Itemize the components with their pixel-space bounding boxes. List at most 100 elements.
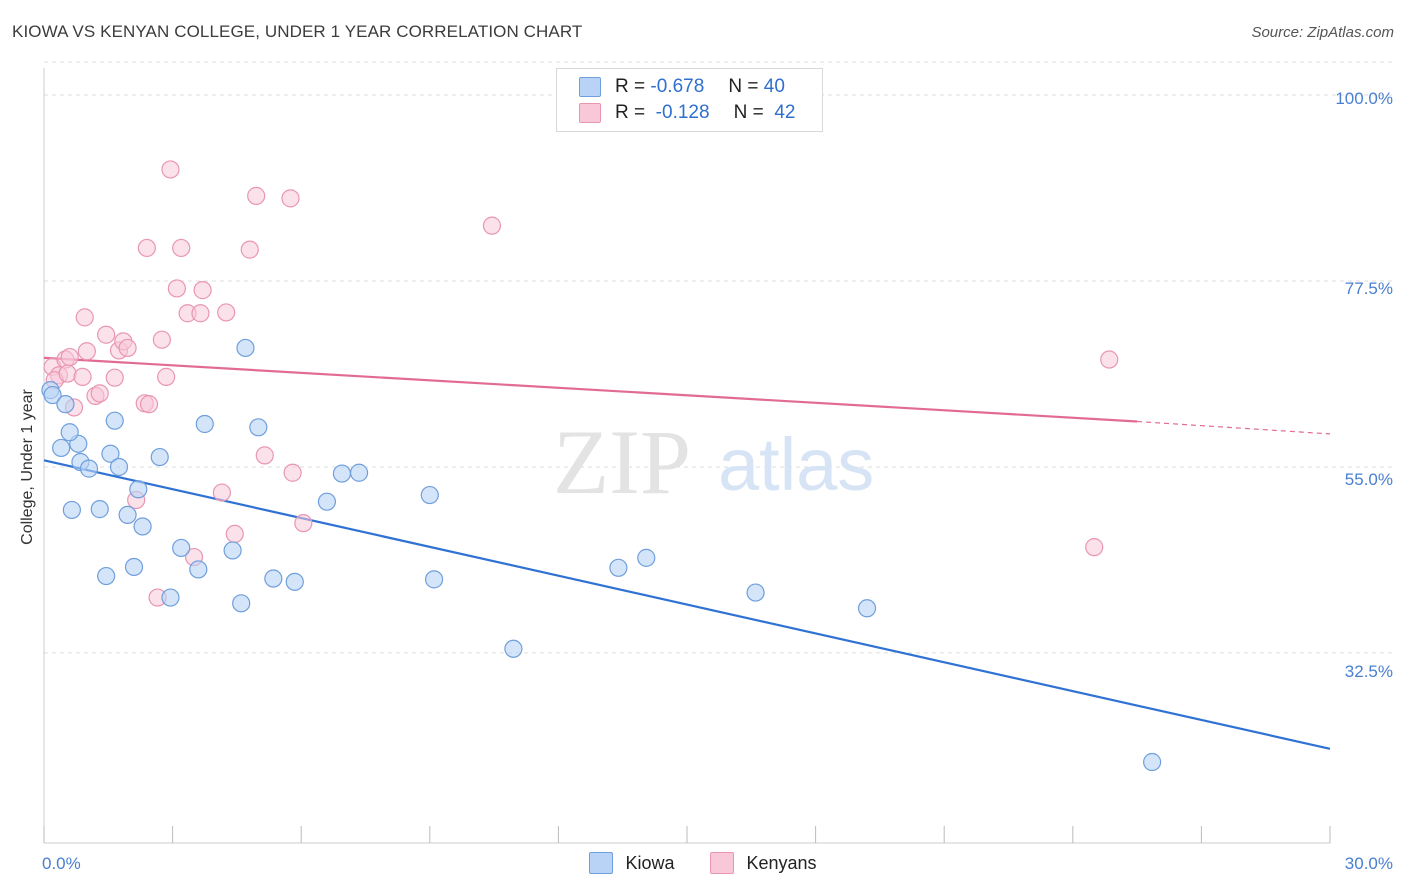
kiowa-point	[150, 447, 169, 467]
kenyans-point	[482, 216, 502, 235]
kiowa-point	[609, 558, 628, 577]
kenyans-point	[283, 463, 302, 482]
legend-row-kiowa: R = -0.678 N = 40	[579, 75, 785, 99]
kiowa-legend-label: Kiowa	[625, 852, 675, 873]
kiowa-point	[161, 588, 180, 607]
kiowa-point	[195, 414, 214, 434]
kenyans-point	[240, 240, 259, 259]
x-tick-label: 0.0%	[42, 854, 81, 873]
n-value: 40	[763, 76, 785, 97]
kiowa-point	[264, 569, 283, 588]
kiowa-point	[105, 411, 124, 430]
kenyans-point	[75, 308, 94, 327]
kenyans-point	[294, 514, 313, 533]
y-tick-label: 100.0%	[1335, 89, 1393, 108]
series-legend: Kiowa Kenyans	[0, 852, 1406, 874]
kenyans-point	[97, 325, 116, 344]
stats-legend: R = -0.678 N = 40 R = -0.128 N = 42	[556, 68, 823, 132]
kiowa-point	[62, 500, 81, 520]
kiowa-point	[424, 570, 444, 589]
n-value: 42	[774, 102, 796, 123]
kiowa-point	[118, 505, 137, 524]
kenyans-point	[217, 303, 236, 322]
kenyans-point	[225, 524, 244, 544]
kenyans-point	[60, 347, 79, 367]
kenyans-point	[157, 367, 176, 386]
kenyans-point	[73, 367, 92, 386]
kiowa-point	[97, 566, 116, 586]
r-value: -0.128	[655, 102, 710, 123]
trend-lines	[43, 356, 1331, 750]
r-label: R =	[615, 76, 646, 97]
kiowa-point	[189, 560, 208, 579]
kenyans-point	[152, 330, 171, 349]
x-tick-label: 30.0%	[1345, 854, 1393, 873]
source-label: Source: ZipAtlas.com	[1251, 24, 1394, 41]
kiowa-point	[857, 599, 877, 618]
kiowa-point	[332, 464, 352, 483]
kenyans-point	[118, 338, 137, 358]
kiowa-point	[1143, 752, 1162, 772]
kenyans-point	[212, 483, 231, 502]
grid-lines	[44, 61, 1393, 654]
watermark-atlas: atlas	[718, 423, 874, 506]
kiowa-point	[172, 538, 191, 558]
kiowa-point	[60, 423, 79, 442]
kenyans-point	[105, 368, 124, 387]
kenyans-trend-extension	[1137, 420, 1331, 435]
kiowa-legend-swatch	[589, 852, 614, 874]
legend-row-kenyans: R = -0.128 N = 42	[579, 101, 795, 125]
kiowa-point	[133, 517, 152, 536]
kiowa-point	[249, 418, 268, 437]
kenyans-legend-swatch	[710, 852, 735, 874]
tick-labels: 100.0% 77.5% 55.0% 32.5% 0.0% 30.0%	[42, 89, 1393, 873]
kiowa-point	[223, 541, 242, 560]
kiowa-point	[90, 500, 109, 519]
legend-item-kiowa[interactable]: Kiowa	[589, 852, 674, 874]
kenyans-point	[255, 446, 274, 465]
y-tick-label: 32.5%	[1345, 662, 1393, 681]
kiowa-point	[746, 583, 765, 602]
kiowa-point	[43, 385, 62, 405]
kiowa-point	[56, 395, 75, 414]
n-label: N =	[728, 76, 759, 97]
kenyans-point	[90, 384, 109, 403]
kiowa-point	[101, 444, 120, 463]
kenyans-point	[139, 395, 159, 414]
kiowa-point	[420, 485, 439, 505]
chart-title: KIOWA VS KENYAN COLLEGE, UNDER 1 YEAR CO…	[12, 22, 583, 41]
kenyans-point	[193, 281, 212, 300]
kenyans-point	[1085, 538, 1104, 557]
kenyans-point	[281, 189, 300, 208]
r-value: -0.678	[650, 76, 705, 97]
kiowa-point	[52, 438, 71, 458]
kenyans-point	[58, 364, 77, 383]
kiowa-trend-line	[43, 459, 1331, 750]
y-tick-label: 77.5%	[1345, 279, 1393, 298]
watermark-zip: ZIP	[553, 411, 691, 513]
kiowa-point	[124, 557, 144, 577]
kenyans-swatch	[579, 103, 601, 123]
kiowa-point	[129, 480, 148, 499]
kiowa-swatch	[579, 77, 601, 97]
kiowa-point	[109, 457, 129, 477]
n-label: N =	[733, 102, 764, 123]
kenyans-point	[191, 304, 210, 323]
kenyans-point	[172, 238, 191, 258]
kiowa-point	[504, 639, 523, 658]
kiowa-point	[236, 338, 255, 358]
kenyans-point	[1100, 350, 1119, 369]
legend-item-kenyans[interactable]: Kenyans	[710, 852, 817, 874]
y-tick-label: 55.0%	[1345, 470, 1393, 489]
kenyans-point	[137, 238, 156, 258]
kiowa-point	[317, 492, 337, 511]
kenyans-legend-label: Kenyans	[746, 852, 817, 873]
kenyans-point	[161, 160, 180, 179]
kenyans-points	[43, 160, 1119, 607]
kiowa-point	[79, 459, 99, 478]
kenyans-point	[77, 342, 96, 361]
watermark: ZIP atlas	[553, 411, 874, 513]
kenyans-point	[247, 186, 266, 205]
axes	[43, 68, 1331, 844]
